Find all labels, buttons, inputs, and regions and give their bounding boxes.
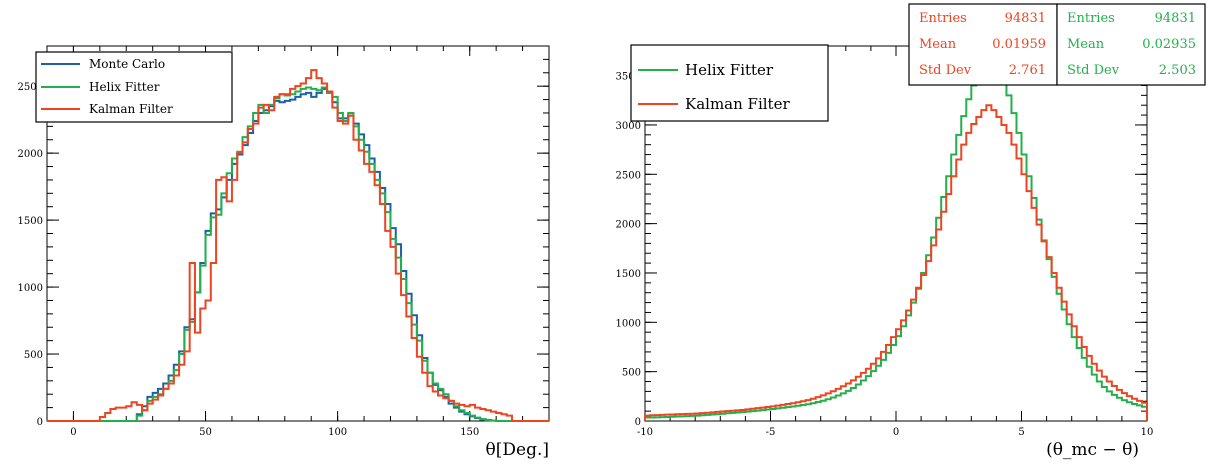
- right-x-tick-label: 5: [1018, 427, 1024, 438]
- left-y-tick-label: 1000: [18, 283, 43, 294]
- left-legend: Monte Carlo Helix Fitter Kalman Filter: [36, 52, 232, 122]
- right-y-tick-label: 0: [635, 417, 641, 428]
- right-x-axis-label: (θ_mc − θ): [1046, 440, 1139, 460]
- left-y-tick-label: 2000: [18, 149, 43, 160]
- stats-kalman-entries-label: Entries: [919, 11, 967, 26]
- left-x-tick-label: 50: [199, 427, 212, 438]
- stats-kalman-stddev-value: 2.761: [1009, 63, 1046, 78]
- left-legend-label-helix-fitter: Helix Fitter: [89, 80, 160, 94]
- right-y-tick-label: 2500: [616, 170, 641, 181]
- stats-boxes: Entries 94831 Mean 0.01959 Std Dev 2.761…: [909, 4, 1205, 85]
- left-x-tick-label: 100: [328, 427, 347, 438]
- stats-helix-mean-label: Mean: [1067, 37, 1105, 52]
- right-y-tick-label: 2000: [616, 220, 641, 231]
- right-x-tick-label: 10: [1141, 427, 1154, 438]
- left-y-tick-label: 500: [24, 350, 43, 361]
- stats-helix-stddev-value: 2.503: [1159, 63, 1196, 78]
- right-x-tick-label: -10: [637, 427, 653, 438]
- right-y-tick-label: 3000: [616, 121, 641, 132]
- left-x-tick-label: 150: [460, 427, 479, 438]
- stats-helix-mean-value: 0.02935: [1142, 37, 1196, 52]
- left-x-axis-label: θ[Deg.]: [486, 440, 549, 460]
- stats-helix-entries-value: 94831: [1155, 11, 1196, 26]
- stats-helix-stddev-label: Std Dev: [1067, 63, 1120, 78]
- right-legend: Helix Fitter Kalman Filter: [631, 45, 828, 121]
- right-x-tick-label: 0: [893, 427, 899, 438]
- right-y-tick-label: 500: [622, 368, 641, 379]
- left-y-tick-label: 0: [37, 417, 43, 428]
- right-y-tick-label: 1000: [616, 318, 641, 329]
- stats-kalman-stddev-label: Std Dev: [919, 63, 972, 78]
- stats-helix-entries-label: Entries: [1067, 11, 1115, 26]
- left-x-tick-label: 0: [70, 427, 76, 438]
- stats-kalman-mean-value: 0.01959: [992, 37, 1046, 52]
- right-y-tick-label: 1500: [616, 269, 641, 280]
- right-legend-label-kalman-filter: Kalman Filter: [685, 95, 790, 113]
- right-legend-label-helix-fitter: Helix Fitter: [685, 61, 774, 79]
- left-y-tick-label: 1500: [18, 216, 43, 227]
- left-legend-label-kalman-filter: Kalman Filter: [89, 102, 173, 116]
- stats-kalman-mean-label: Mean: [919, 37, 957, 52]
- left-legend-label-monte-carlo: Monte Carlo: [89, 57, 165, 71]
- stats-kalman-entries-value: 94831: [1005, 11, 1046, 26]
- right-x-tick-label: -5: [766, 427, 776, 438]
